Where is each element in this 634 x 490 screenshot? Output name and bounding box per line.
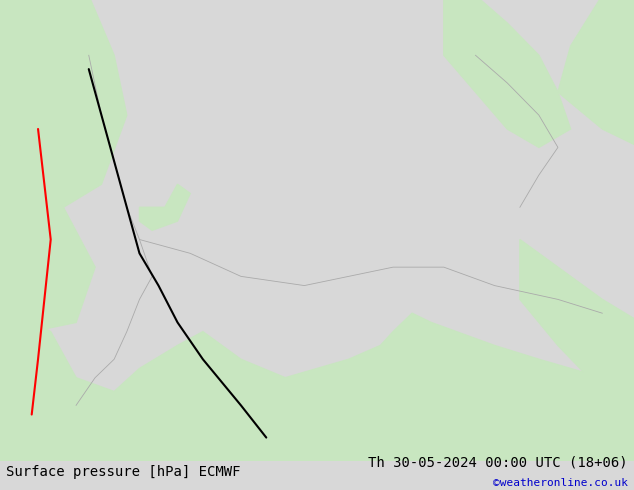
Polygon shape xyxy=(558,0,634,147)
Polygon shape xyxy=(0,0,127,207)
Polygon shape xyxy=(0,299,76,438)
Text: Th 30-05-2024 00:00 UTC (18+06): Th 30-05-2024 00:00 UTC (18+06) xyxy=(368,455,628,469)
Text: ©weatheronline.co.uk: ©weatheronline.co.uk xyxy=(493,478,628,488)
Polygon shape xyxy=(0,299,634,465)
Text: Surface pressure [hPa] ECMWF: Surface pressure [hPa] ECMWF xyxy=(6,465,241,479)
Polygon shape xyxy=(0,138,95,332)
Polygon shape xyxy=(444,0,571,147)
Polygon shape xyxy=(520,240,634,392)
Polygon shape xyxy=(139,184,190,230)
Polygon shape xyxy=(0,0,76,69)
